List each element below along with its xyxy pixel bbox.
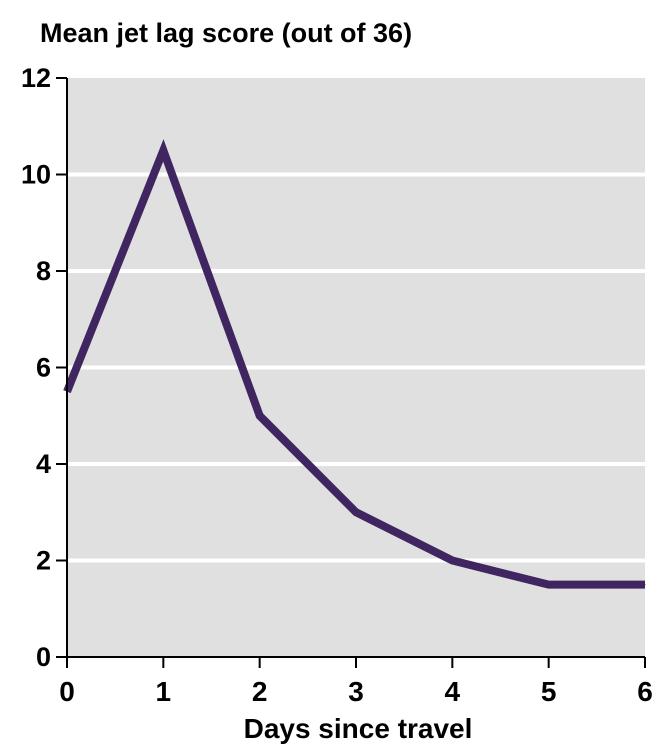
x-tick-label-3: 3 <box>348 676 364 707</box>
y-tick-label-12: 12 <box>21 63 51 93</box>
data-point-2 <box>259 415 261 417</box>
x-tick-label-4: 4 <box>445 676 461 707</box>
y-tick-label-8: 8 <box>36 256 51 286</box>
y-tick-label-10: 10 <box>21 160 51 190</box>
x-tick-label-2: 2 <box>252 676 268 707</box>
x-tick-label-0: 0 <box>59 676 75 707</box>
data-point-1 <box>162 149 164 151</box>
gridlines <box>67 172 645 563</box>
chart-title: Mean jet lag score (out of 36) <box>40 18 412 48</box>
x-tick-label-1: 1 <box>156 676 172 707</box>
x-tick-label-6: 6 <box>637 676 653 707</box>
x-axis-label: Days since travel <box>244 713 473 744</box>
y-tick-label-4: 4 <box>36 449 51 479</box>
data-point-6 <box>644 584 646 586</box>
data-point-4 <box>451 560 453 561</box>
data-point-3 <box>355 511 357 513</box>
y-tick-label-2: 2 <box>36 546 51 576</box>
y-tick-label-0: 0 <box>36 642 51 672</box>
axes <box>56 77 646 668</box>
y-tick-label-6: 6 <box>36 353 51 383</box>
x-tick-label-5: 5 <box>541 676 557 707</box>
data-point-5 <box>548 584 550 586</box>
